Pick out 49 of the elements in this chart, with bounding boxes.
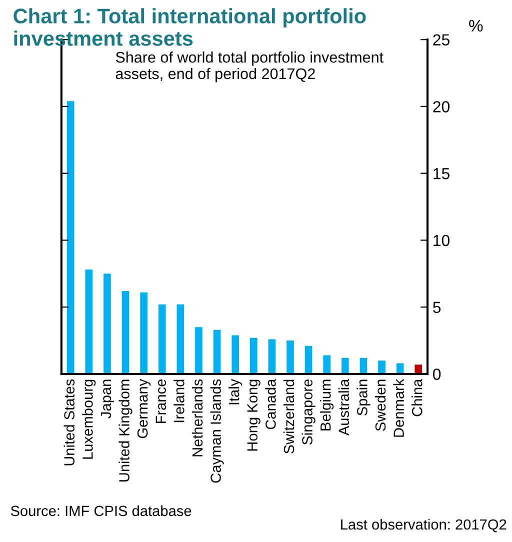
x-tick-label: Belgium bbox=[320, 380, 334, 430]
x-tick-label: Cayman Islands bbox=[210, 379, 224, 483]
bar bbox=[213, 330, 221, 374]
x-tick-label: Denmark bbox=[393, 378, 404, 437]
x-tick-label: United States bbox=[64, 379, 75, 466]
x-tick-label: Australia bbox=[338, 378, 350, 436]
x-tick-label: Sweden bbox=[374, 380, 386, 431]
y-tick-label: 10 bbox=[434, 234, 450, 246]
y-tick-label: 0 bbox=[433, 368, 441, 380]
bar bbox=[176, 304, 184, 374]
x-tick-label: Ireland bbox=[174, 380, 184, 422]
y-tick-label: 20 bbox=[433, 101, 450, 112]
x-tick-label: Canada bbox=[265, 378, 276, 430]
bar bbox=[122, 291, 130, 374]
x-tick-label: Luxembourg bbox=[82, 380, 96, 459]
bar bbox=[341, 358, 349, 374]
x-tick-label: Germany bbox=[137, 378, 151, 438]
y-tick-label: 5 bbox=[433, 302, 441, 314]
x-tick-label: Japan bbox=[100, 380, 114, 418]
bar bbox=[140, 292, 148, 374]
x-tick-label: Switzerland bbox=[283, 380, 294, 454]
bar bbox=[304, 346, 312, 374]
text: Last observation: 2017Q2 bbox=[341, 518, 506, 532]
source-note: Source: IMF CPIS database bbox=[10, 505, 192, 516]
x-tick-label: Italy bbox=[228, 378, 242, 404]
x-tick-label: United Kingdom bbox=[118, 380, 132, 482]
x-tick-label: France bbox=[156, 379, 166, 424]
x-tick-label: Singapore bbox=[302, 379, 316, 445]
bar bbox=[85, 270, 93, 374]
bar bbox=[158, 304, 166, 374]
bar bbox=[286, 340, 294, 374]
bar bbox=[66, 101, 74, 374]
bar bbox=[104, 274, 111, 374]
bar bbox=[195, 327, 202, 374]
x-tick-label: Netherlands bbox=[192, 379, 203, 456]
y-tick-label: 25 bbox=[433, 34, 450, 46]
x-tick-label: Hong Kong bbox=[247, 380, 260, 451]
text: Share of world total portfolio investment assets, end of period 2017Q2 bbox=[116, 51, 384, 82]
bar bbox=[250, 338, 258, 374]
bar bbox=[414, 364, 422, 374]
x-tick-label: Spain bbox=[356, 380, 370, 416]
x-tick-label: China bbox=[412, 378, 422, 416]
bar bbox=[323, 355, 331, 374]
bar bbox=[378, 360, 386, 374]
bar bbox=[268, 339, 276, 374]
bar bbox=[232, 335, 239, 374]
y-tick-label: 15 bbox=[434, 168, 450, 180]
chart-title: Chart 1: Total international portfolio investment assets bbox=[14, 8, 366, 46]
y-axis-title: % bbox=[469, 20, 483, 32]
